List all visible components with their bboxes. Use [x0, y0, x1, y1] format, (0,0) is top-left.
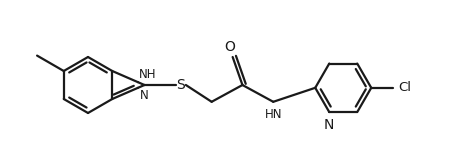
Text: S: S — [176, 78, 185, 92]
Text: HN: HN — [264, 108, 281, 121]
Text: Cl: Cl — [397, 81, 410, 94]
Text: O: O — [224, 40, 235, 54]
Text: N: N — [140, 89, 148, 102]
Text: NH: NH — [139, 68, 156, 81]
Text: N: N — [323, 118, 334, 132]
